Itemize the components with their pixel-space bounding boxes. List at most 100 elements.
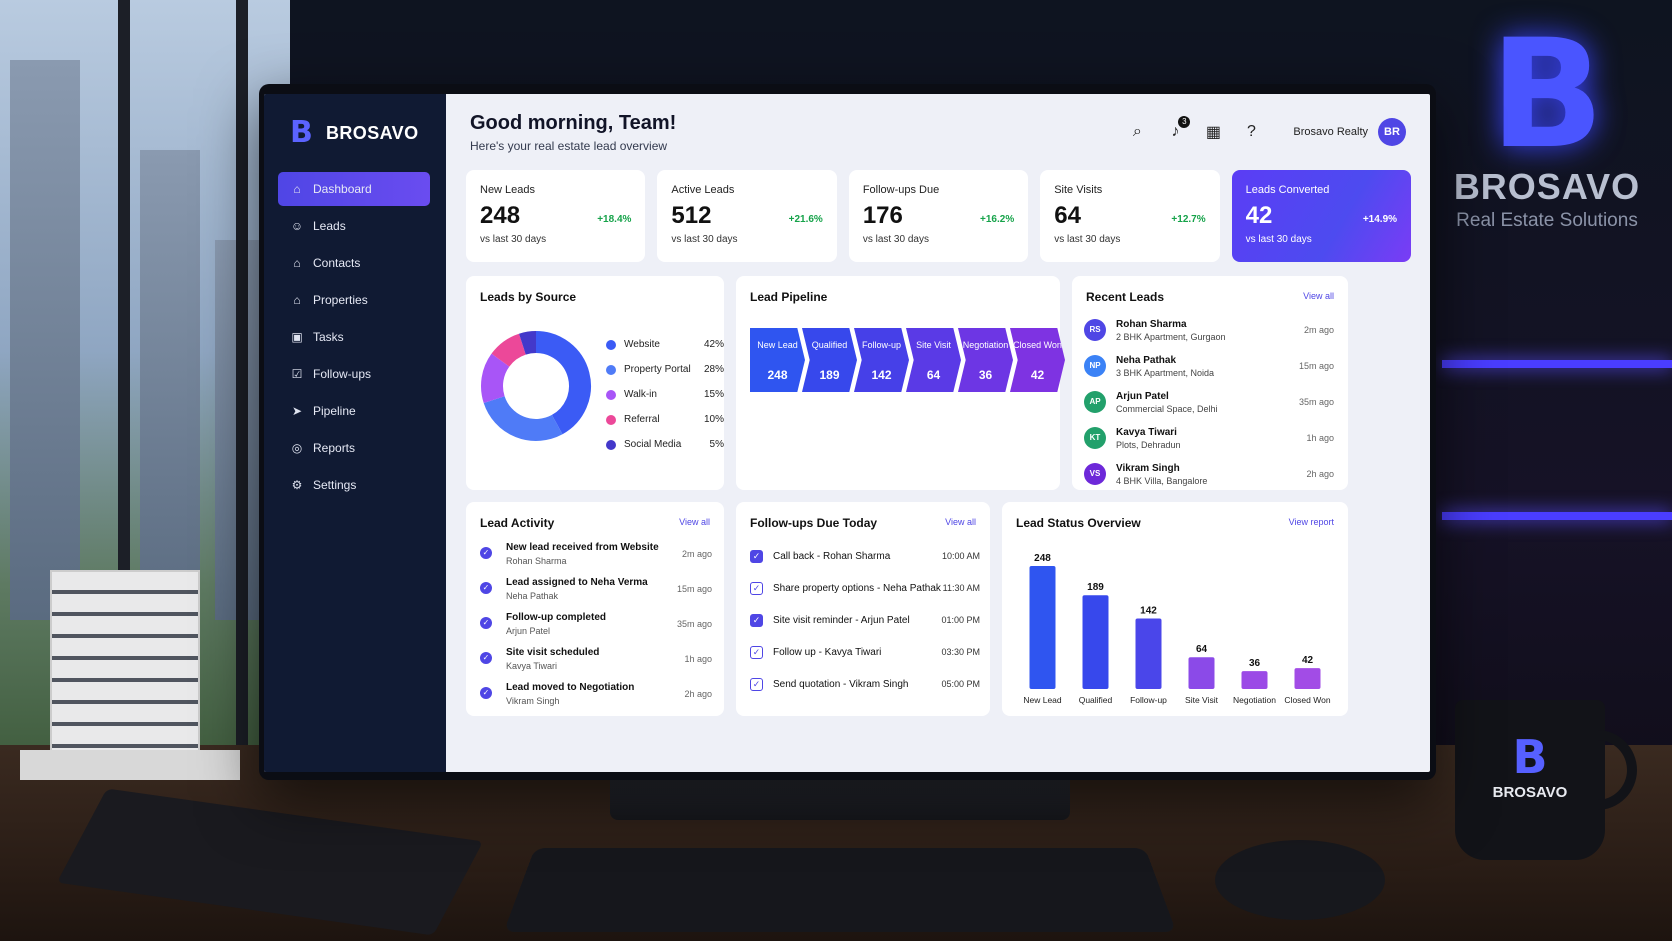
bar-value-label: 189	[1087, 582, 1104, 593]
legend-label: Property Portal	[624, 364, 691, 375]
sidebar-item-leads[interactable]: ☺ Leads	[278, 209, 430, 243]
pipeline-stage-site-visit[interactable]: Site Visit 64	[906, 328, 961, 392]
followup-text: Share property options - Neha Pathak	[773, 582, 941, 594]
recent-lead-row[interactable]: KT Kavya Tiwari Plots, Dehradun 1h ago	[1084, 420, 1334, 456]
app-name: BROSAVO	[326, 122, 419, 143]
checkbox[interactable]: ✓	[750, 581, 763, 595]
page-subtitle: Here's your real estate lead overview	[470, 139, 668, 153]
greeting: Good morning, Team! Here's your real est…	[470, 112, 676, 153]
activity-item[interactable]: ✓ Lead moved to Negotiation Vikram Singh 2h…	[480, 680, 712, 715]
card-title: Lead Pipeline	[750, 290, 828, 304]
kpi-new-leads[interactable]: New Leads 248 +18.4% vs last 30 days	[466, 170, 646, 262]
pipeline-stages: New Lead 248 Qualified 189 Follow-up 142 Si…	[750, 328, 1065, 392]
followup-item[interactable]: ✓ Share property options - Neha Pathak 11:…	[750, 578, 980, 598]
help-icon[interactable]: ?	[1246, 123, 1256, 140]
activity-item[interactable]: ✓ Follow-up completed Arjun Patel 35m ago	[480, 610, 712, 645]
activity-item[interactable]: ✓ Lead assigned to Neha Verma Neha Pathak 1…	[480, 575, 712, 610]
bar-follow-up[interactable]	[1135, 618, 1162, 689]
recent-view-all-link[interactable]: View all	[1303, 291, 1334, 301]
kpi-follow-ups-due[interactable]: Follow-ups Due 176 +16.2% vs last 30 days	[848, 170, 1029, 262]
avatar[interactable]: BR	[1378, 118, 1406, 146]
activity-view-all-link[interactable]: View all	[679, 517, 710, 527]
donut-slice-walk-in[interactable]	[481, 353, 510, 403]
user-name[interactable]: Brosavo Realty	[1293, 126, 1368, 138]
bar-qualified[interactable]	[1082, 595, 1109, 689]
followup-time: 03:30 PM	[941, 647, 980, 657]
sidebar-item-label: Dashboard	[313, 182, 372, 196]
lead-avatar: AP	[1084, 391, 1106, 413]
send-icon: ➤	[291, 404, 303, 418]
pipeline-stage-closed-won[interactable]: Closed Won 42	[1010, 328, 1065, 392]
followup-item[interactable]: ✓ Send quotation - Vikram Singh 05:00 PM	[750, 674, 980, 694]
keyboard	[503, 848, 1177, 932]
checkbox[interactable]: ✓	[750, 645, 763, 659]
pipeline-stage-qualified[interactable]: Qualified 189	[802, 328, 857, 392]
donut-slice-website[interactable]	[535, 331, 591, 435]
activity-text: Site visit scheduled	[506, 647, 600, 658]
followups-view-all-link[interactable]: View all	[945, 517, 976, 527]
kpi-change: +12.7%	[1171, 214, 1206, 225]
sidebar-item-pipeline[interactable]: ➤ Pipeline	[278, 394, 430, 428]
kpi-row: New Leads 248 +18.4% vs last 30 days Active…	[466, 170, 1412, 262]
followup-time: 05:00 PM	[941, 679, 980, 689]
legend-pct: 28%	[703, 364, 724, 375]
checkbox[interactable]: ✓	[750, 549, 763, 563]
search-icon[interactable]: ⌕	[1132, 123, 1142, 140]
sidebar-item-properties[interactable]: ⌂ Properties	[278, 283, 430, 317]
sidebar: B BROSAVO ⌂ Dashboard ☺ Leads ⌂ Contacts ⌂ P…	[264, 94, 446, 772]
pipeline-stage-negotiation[interactable]: Negotiation 36	[958, 328, 1013, 392]
kpi-change: +14.9%	[1362, 214, 1398, 225]
sidebar-item-label: Properties	[313, 293, 368, 307]
activity-item[interactable]: ✓ Site visit scheduled Kavya Tiwari 1h ago	[480, 645, 712, 680]
activity-text: Lead moved to Negotiation	[506, 682, 635, 693]
lead-avatar: VS	[1084, 463, 1106, 485]
bar-negotiation[interactable]	[1241, 671, 1268, 689]
donut-slice-social-media[interactable]	[519, 331, 537, 355]
kpi-change: +16.2%	[980, 214, 1015, 225]
sidebar-item-label: Tasks	[313, 330, 344, 344]
kpi-leads-converted[interactable]: Leads Converted 42 +14.9% vs last 30 days	[1231, 170, 1412, 262]
pipeline-stage-follow-up[interactable]: Follow-up 142	[854, 328, 909, 392]
building-model	[20, 560, 240, 780]
bar-new-lead[interactable]	[1029, 565, 1056, 689]
followup-item[interactable]: ✓ Site visit reminder - Arjun Patel 01:00 …	[750, 610, 980, 630]
followup-item[interactable]: ✓ Follow up - Kavya Tiwari 03:30 PM	[750, 642, 980, 662]
lead-desc: 4 BHK Villa, Bangalore	[1116, 475, 1208, 486]
kpi-change: +18.4%	[597, 214, 632, 225]
lead-time: 35m ago	[1298, 397, 1334, 407]
bar-site-visit[interactable]	[1188, 657, 1215, 689]
sidebar-item-follow-ups[interactable]: ☑ Follow-ups	[278, 357, 430, 391]
bar-closed-won[interactable]	[1294, 668, 1321, 689]
checkbox[interactable]: ✓	[750, 677, 763, 691]
kpi-active-leads[interactable]: Active Leads 512 +21.6% vs last 30 days	[657, 170, 837, 262]
card-title: Follow-ups Due Today	[750, 516, 878, 530]
view-report-link[interactable]: View report	[1288, 517, 1334, 527]
sidebar-item-tasks[interactable]: ▣ Tasks	[278, 320, 430, 354]
kpi-value: 512	[671, 202, 712, 229]
followup-time: 11:30 AM	[942, 583, 980, 593]
recent-lead-row[interactable]: AP Arjun Patel Commercial Space, Delhi 35m …	[1084, 384, 1334, 420]
bar-category-label: Site Visit	[1185, 695, 1219, 705]
sidebar-item-settings[interactable]: ⚙ Settings	[278, 468, 430, 502]
sidebar-item-label: Leads	[313, 219, 346, 233]
monitor-stand	[610, 780, 1070, 820]
followup-item[interactable]: ✓ Call back - Rohan Sharma 10:00 AM	[750, 546, 980, 566]
calendar-icon[interactable]: ▦	[1205, 124, 1221, 141]
bell-icon[interactable]: ♪ 3	[1165, 116, 1191, 142]
sidebar-item-reports[interactable]: ◎ Reports	[278, 431, 430, 465]
recent-lead-row[interactable]: NP Neha Pathak 3 BHK Apartment, Noida 15m a…	[1084, 348, 1334, 384]
leads-by-source-card: Leads by Source Website 42% Property Port…	[466, 276, 724, 490]
checkbox[interactable]: ✓	[750, 613, 763, 627]
sidebar-item-dashboard[interactable]: ⌂ Dashboard	[278, 172, 430, 206]
donut-slice-referral[interactable]	[491, 333, 527, 368]
activity-item[interactable]: ✓ New lead received from Website Rohan Sha…	[480, 540, 712, 575]
app-logo[interactable]: B BROSAVO	[290, 116, 418, 150]
pipeline-stage-new-lead[interactable]: New Lead 248	[750, 328, 805, 392]
recent-lead-row[interactable]: VS Vikram Singh 4 BHK Villa, Bangalore 2h a…	[1084, 456, 1334, 492]
kpi-sub: vs last 30 days	[1054, 234, 1121, 245]
sidebar-item-label: Settings	[313, 478, 357, 492]
sidebar-item-contacts[interactable]: ⌂ Contacts	[278, 246, 430, 280]
donut-slice-property-portal[interactable]	[483, 395, 563, 441]
kpi-site-visits[interactable]: Site Visits 64 +12.7% vs last 30 days	[1040, 170, 1220, 262]
recent-lead-row[interactable]: RS Rohan Sharma 2 BHK Apartment, Gurgaon 2m…	[1084, 312, 1334, 348]
